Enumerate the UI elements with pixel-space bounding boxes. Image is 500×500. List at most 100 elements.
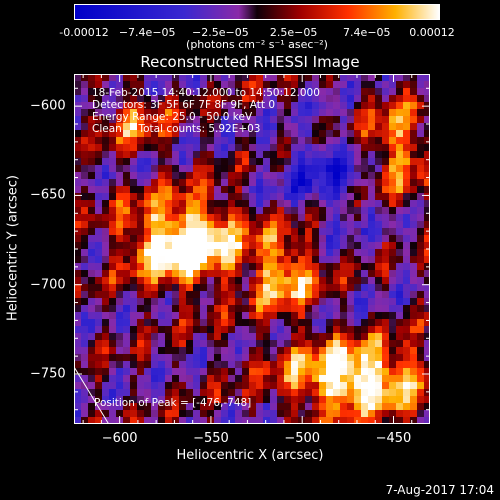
heatmap-cell: [298, 88, 305, 95]
heatmap-cell: [291, 389, 298, 396]
heatmap-cell: [81, 298, 88, 305]
heatmap-cell: [242, 382, 249, 389]
heatmap-cell: [193, 368, 200, 375]
heatmap-cell: [396, 116, 403, 123]
heatmap-cell: [74, 277, 81, 284]
heatmap-cell: [389, 151, 396, 158]
heatmap-cell: [417, 158, 424, 165]
heatmap-cell: [193, 207, 200, 214]
heatmap-cell: [375, 200, 382, 207]
heatmap-cell: [284, 214, 291, 221]
heatmap-cell: [354, 165, 361, 172]
heatmap-cell: [186, 389, 193, 396]
heatmap-cell: [193, 410, 200, 417]
heatmap-cell: [417, 193, 424, 200]
heatmap-cell: [424, 312, 430, 319]
heatmap-cell: [130, 305, 137, 312]
heatmap-cell: [396, 235, 403, 242]
heatmap-cell: [256, 298, 263, 305]
heatmap-cell: [270, 235, 277, 242]
heatmap-cell: [200, 130, 207, 137]
heatmap-cell: [151, 235, 158, 242]
heatmap-cell: [277, 249, 284, 256]
heatmap-cell: [277, 207, 284, 214]
heatmap-cell: [256, 410, 263, 417]
heatmap-cell: [137, 81, 144, 88]
heatmap-cell: [424, 88, 430, 95]
heatmap-cell: [277, 179, 284, 186]
heatmap-cell: [207, 256, 214, 263]
heatmap-cell: [333, 242, 340, 249]
heatmap-cell: [172, 375, 179, 382]
heatmap-cell: [109, 284, 116, 291]
heatmap-cell: [326, 102, 333, 109]
heatmap-cell: [284, 354, 291, 361]
heatmap-cell: [263, 130, 270, 137]
heatmap-cell: [144, 81, 151, 88]
heatmap-cell: [354, 347, 361, 354]
heatmap-cell: [130, 326, 137, 333]
heatmap-cell: [403, 361, 410, 368]
heatmap-cell: [396, 284, 403, 291]
heatmap-cell: [291, 312, 298, 319]
heatmap-cell: [389, 396, 396, 403]
heatmap-cell: [319, 74, 326, 81]
heatmap-cell: [375, 298, 382, 305]
heatmap-cell: [137, 312, 144, 319]
heatmap-cell: [249, 137, 256, 144]
heatmap-cell: [424, 116, 430, 123]
heatmap-cell: [263, 305, 270, 312]
heatmap-cell: [354, 158, 361, 165]
heatmap-cell: [81, 354, 88, 361]
heatmap-cell: [333, 74, 340, 81]
heatmap-cell: [214, 193, 221, 200]
heatmap-cell: [158, 298, 165, 305]
heatmap-cell: [284, 186, 291, 193]
heatmap-cell: [256, 165, 263, 172]
heatmap-cell: [200, 102, 207, 109]
heatmap-cell: [109, 207, 116, 214]
heatmap-cell: [375, 361, 382, 368]
heatmap-cell: [312, 389, 319, 396]
heatmap-cell: [95, 81, 102, 88]
heatmap-cell: [312, 214, 319, 221]
heatmap-cell: [326, 375, 333, 382]
heatmap-cell: [263, 312, 270, 319]
heatmap-cell: [277, 319, 284, 326]
heatmap-cell: [312, 263, 319, 270]
heatmap-cell: [186, 158, 193, 165]
heatmap-cell: [200, 354, 207, 361]
heatmap-cell: [340, 228, 347, 235]
heatmap-cell: [95, 242, 102, 249]
heatmap-cell: [228, 312, 235, 319]
heatmap-cell: [263, 221, 270, 228]
heatmap-cell: [95, 270, 102, 277]
heatmap-cell: [249, 151, 256, 158]
heatmap-cell: [340, 312, 347, 319]
heatmap-cell: [298, 270, 305, 277]
heatmap-cell: [256, 88, 263, 95]
heatmap-cell: [340, 158, 347, 165]
heatmap-cell: [291, 305, 298, 312]
heatmap-cell: [333, 109, 340, 116]
heatmap-cell: [354, 340, 361, 347]
heatmap-cell: [249, 312, 256, 319]
heatmap-cell: [116, 354, 123, 361]
heatmap-cell: [179, 116, 186, 123]
heatmap-cell: [165, 319, 172, 326]
heatmap-cell: [242, 256, 249, 263]
heatmap-cell: [256, 221, 263, 228]
heatmap-cell: [312, 382, 319, 389]
heatmap-cell: [417, 165, 424, 172]
heatmap-cell: [207, 193, 214, 200]
heatmap-cell: [312, 403, 319, 410]
heatmap-cell: [116, 361, 123, 368]
heatmap-cell: [165, 340, 172, 347]
heatmap-cell: [354, 123, 361, 130]
heatmap-cell: [382, 102, 389, 109]
heatmap-cell: [221, 284, 228, 291]
heatmap-cell: [298, 137, 305, 144]
heatmap-cell: [81, 403, 88, 410]
chart-title: Reconstructed RHESSI Image: [140, 53, 360, 71]
heatmap-cell: [347, 403, 354, 410]
